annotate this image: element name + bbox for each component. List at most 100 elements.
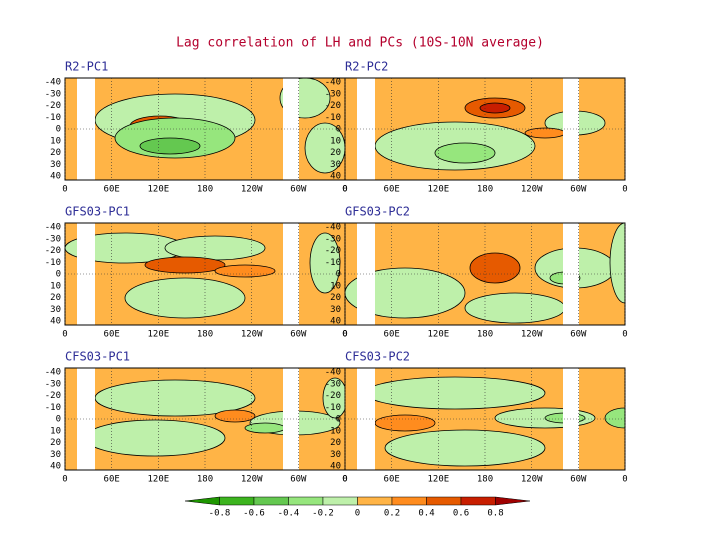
contour bbox=[345, 267, 466, 319]
colorbar-swatch bbox=[426, 496, 462, 506]
contour bbox=[139, 137, 201, 155]
colorbar-label: -0.4 bbox=[278, 509, 300, 519]
y-tick-label: -30 bbox=[45, 234, 61, 244]
x-tick-label: 0 bbox=[62, 185, 67, 195]
y-tick-label: -30 bbox=[325, 379, 341, 389]
x-tick-label: 180 bbox=[477, 185, 493, 195]
colorbar-label: -0.8 bbox=[209, 509, 231, 519]
contour bbox=[84, 419, 226, 457]
x-tick-label: 0 bbox=[622, 330, 627, 340]
contour bbox=[364, 376, 546, 410]
x-tick-label: 60W bbox=[290, 330, 307, 340]
x-tick-label: 60W bbox=[570, 185, 587, 195]
y-tick-label: -30 bbox=[325, 234, 341, 244]
colorbar-swatch bbox=[357, 496, 393, 506]
y-tick-label: 10 bbox=[50, 281, 61, 291]
y-tick-label: 0 bbox=[336, 270, 341, 280]
x-tick-label: 0 bbox=[62, 330, 67, 340]
y-tick-label: 0 bbox=[56, 270, 61, 280]
y-tick-label: 0 bbox=[56, 125, 61, 135]
y-tick-label: 20 bbox=[330, 438, 341, 448]
y-tick-label: -10 bbox=[325, 113, 341, 123]
y-tick-label: -40 bbox=[45, 223, 61, 233]
x-tick-label: 120E bbox=[427, 330, 449, 340]
y-tick-label: 40 bbox=[50, 462, 61, 472]
panel: GFS03-PC2 0 60E 120E 180 120W 60W 0 -40-30 -20 -10… bbox=[325, 205, 628, 340]
colorbar-label: 0 bbox=[355, 509, 360, 519]
contour bbox=[244, 422, 286, 434]
x-tick-label: 180 bbox=[477, 475, 493, 485]
x-tick-label: 60E bbox=[384, 185, 400, 195]
colorbar-label: 0.6 bbox=[453, 509, 469, 519]
x-tick-label: 60W bbox=[290, 475, 307, 485]
colorbar-label: 0.4 bbox=[418, 509, 434, 519]
x-tick-label: 180 bbox=[197, 185, 213, 195]
y-tick-label: -20 bbox=[45, 101, 61, 111]
colorbar-swatch bbox=[495, 496, 531, 506]
y-tick-label: 10 bbox=[330, 426, 341, 436]
y-tick-label: 0 bbox=[336, 125, 341, 135]
contour bbox=[214, 409, 256, 423]
colorbar-label: 0.2 bbox=[384, 509, 400, 519]
x-tick-label: 180 bbox=[477, 330, 493, 340]
y-tick-label: -20 bbox=[325, 101, 341, 111]
x-tick-label: 120E bbox=[147, 475, 169, 485]
y-tick-label: 10 bbox=[330, 136, 341, 146]
y-tick-label: 10 bbox=[330, 281, 341, 291]
x-tick-label: 0 bbox=[622, 185, 627, 195]
x-tick-label: 0 bbox=[342, 185, 347, 195]
contour bbox=[604, 407, 625, 429]
x-tick-label: 120W bbox=[241, 185, 263, 195]
y-tick-label: 30 bbox=[330, 160, 341, 170]
x-tick-label: 120W bbox=[521, 475, 543, 485]
x-tick-label: 60W bbox=[570, 330, 587, 340]
colorbar-swatch bbox=[322, 496, 358, 506]
x-tick-label: 0 bbox=[622, 475, 627, 485]
x-tick-label: 180 bbox=[197, 330, 213, 340]
contour bbox=[479, 102, 511, 114]
x-tick-label: 60W bbox=[570, 475, 587, 485]
colorbar-swatch bbox=[460, 496, 496, 506]
contour bbox=[434, 142, 496, 164]
y-tick-label: 40 bbox=[330, 462, 341, 472]
contour bbox=[304, 122, 345, 174]
panel-label: GFS03-PC2 bbox=[345, 205, 410, 219]
y-tick-label: 20 bbox=[50, 148, 61, 158]
y-tick-label: 20 bbox=[330, 293, 341, 303]
x-tick-label: 120W bbox=[521, 185, 543, 195]
colorbar-swatch bbox=[288, 496, 324, 506]
y-tick-label: 30 bbox=[330, 450, 341, 460]
colorbar-label: -0.2 bbox=[312, 509, 334, 519]
panel-label: R2-PC1 bbox=[65, 60, 108, 74]
colorbar-swatch bbox=[219, 496, 255, 506]
contour bbox=[309, 232, 341, 294]
y-tick-label: -20 bbox=[325, 246, 341, 256]
colorbar-label: 0.8 bbox=[487, 509, 503, 519]
y-tick-label: 0 bbox=[56, 415, 61, 425]
y-tick-label: 20 bbox=[50, 293, 61, 303]
x-tick-label: 0 bbox=[342, 475, 347, 485]
y-tick-label: 20 bbox=[330, 148, 341, 158]
x-tick-label: 60E bbox=[384, 475, 400, 485]
panel-label: CFS03-PC2 bbox=[345, 350, 410, 364]
panel-label: CFS03-PC1 bbox=[65, 350, 130, 364]
y-tick-label: -40 bbox=[45, 78, 61, 88]
panel-label: R2-PC2 bbox=[345, 60, 388, 74]
contour bbox=[322, 377, 345, 419]
contour bbox=[524, 127, 566, 139]
contour bbox=[214, 264, 276, 278]
y-tick-label: 40 bbox=[50, 317, 61, 327]
y-tick-label: -40 bbox=[325, 78, 341, 88]
contour bbox=[469, 252, 521, 284]
y-tick-label: -20 bbox=[45, 246, 61, 256]
colorbar-label: -0.6 bbox=[243, 509, 265, 519]
y-tick-label: -10 bbox=[45, 403, 61, 413]
x-tick-label: 120W bbox=[241, 475, 263, 485]
y-tick-label: 30 bbox=[330, 305, 341, 315]
x-tick-label: 0 bbox=[342, 185, 347, 195]
x-tick-label: 60E bbox=[104, 330, 120, 340]
